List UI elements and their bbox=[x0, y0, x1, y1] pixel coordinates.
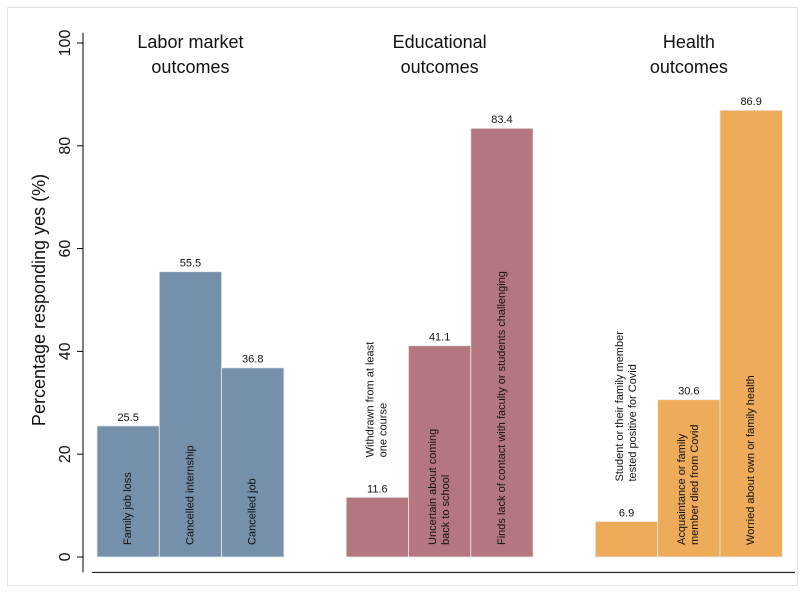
bar-category-label: Worried about own or family health bbox=[745, 375, 757, 545]
group-title: outcomes bbox=[650, 57, 728, 77]
bar bbox=[96, 425, 160, 558]
value-label: 11.6 bbox=[367, 483, 388, 495]
value-label: 6.9 bbox=[619, 507, 634, 519]
group-title: Health bbox=[663, 32, 715, 52]
bar bbox=[719, 109, 783, 558]
y-tick-label: 80 bbox=[57, 137, 74, 155]
y-tick-label: 20 bbox=[57, 445, 74, 463]
bar bbox=[158, 271, 223, 558]
y-tick-label: 100 bbox=[57, 30, 74, 57]
value-label: 55.5 bbox=[180, 258, 201, 270]
bar bbox=[221, 367, 285, 558]
y-axis-label: Percentage responding yes (%) bbox=[29, 174, 49, 426]
y-tick-label: 0 bbox=[57, 552, 74, 561]
bar-category-label: one course bbox=[378, 403, 390, 457]
bar-category-label: back to school bbox=[440, 475, 452, 545]
bar bbox=[345, 496, 409, 558]
y-tick-label: 60 bbox=[57, 240, 74, 258]
bar-category-label: tested positive for Covid bbox=[627, 364, 639, 481]
bar-category-label: Uncertain about coming bbox=[427, 429, 439, 545]
bar-category-label: Family job loss bbox=[122, 472, 134, 545]
bar-category-label: Withdrawn from at least bbox=[365, 342, 377, 458]
bar bbox=[657, 399, 721, 558]
bar-category-label: Cancelled job bbox=[247, 478, 259, 545]
bar bbox=[595, 521, 659, 558]
group-title: outcomes bbox=[151, 57, 229, 77]
bar-category-label: member died from Covid bbox=[689, 425, 701, 545]
value-label: 83.4 bbox=[491, 114, 512, 126]
bar-category-label: Finds lack of contact with faculty or st… bbox=[496, 271, 508, 545]
group-title: Educational bbox=[393, 32, 487, 52]
value-label: 30.6 bbox=[678, 386, 699, 398]
group-title: outcomes bbox=[401, 57, 479, 77]
group-title: Labor market bbox=[137, 32, 243, 52]
value-label: 41.1 bbox=[429, 332, 450, 344]
y-tick-label: 40 bbox=[57, 342, 74, 360]
value-label: 36.8 bbox=[242, 354, 263, 366]
bar-category-label: Student or their family member bbox=[614, 331, 626, 482]
bar-category-label: Acquaintance or family bbox=[676, 433, 688, 545]
bar-category-label: Cancelled internship bbox=[184, 445, 196, 545]
value-label: 86.9 bbox=[740, 96, 761, 108]
value-label: 25.5 bbox=[117, 412, 138, 424]
bar bbox=[470, 127, 534, 558]
